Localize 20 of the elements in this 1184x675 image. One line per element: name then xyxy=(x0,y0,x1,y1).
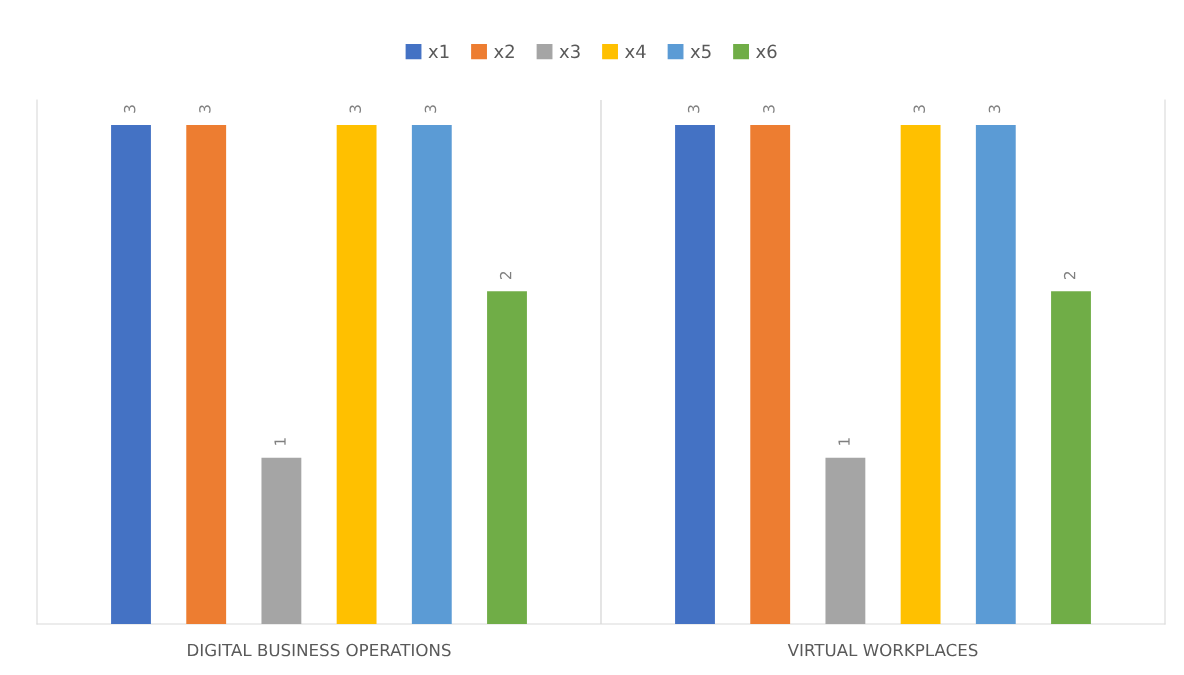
data-label: 2 xyxy=(499,272,512,280)
legend-label: x2 xyxy=(494,44,514,58)
data-label: 3 xyxy=(349,105,362,113)
data-label: 3 xyxy=(687,105,700,113)
legend-label: x3 xyxy=(559,44,580,59)
legend-label: x6 xyxy=(756,44,777,59)
legend-label: x1 xyxy=(428,44,449,58)
legend-label: x5 xyxy=(690,44,711,59)
data-label: 3 xyxy=(123,105,136,113)
data-label: 1 xyxy=(838,438,850,445)
x-tick-label: DIGITAL BUSINESS OPERATIONS xyxy=(188,643,451,657)
data-label: 2 xyxy=(1063,272,1076,280)
data-label: 3 xyxy=(913,105,926,113)
data-label: 3 xyxy=(988,105,1001,113)
data-label: 3 xyxy=(424,105,437,113)
data-label: 1 xyxy=(274,438,286,445)
data-label: 3 xyxy=(199,105,211,113)
data-label: 3 xyxy=(763,105,775,113)
x-tick-label: VIRTUAL WORKPLACES xyxy=(787,643,978,657)
legend-label: x4 xyxy=(625,44,646,58)
